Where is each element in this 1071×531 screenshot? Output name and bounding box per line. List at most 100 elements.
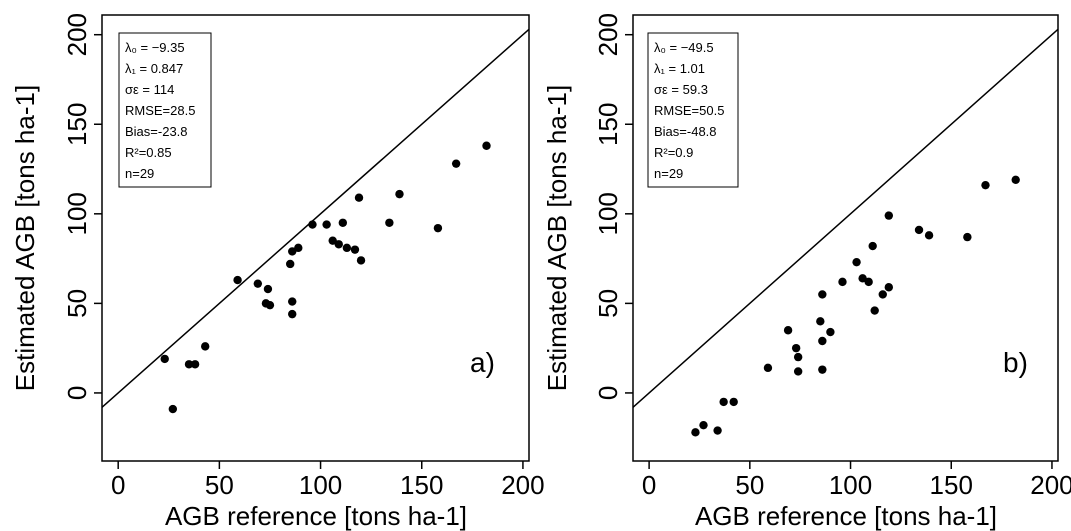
data-point	[308, 220, 317, 229]
x-tick-label: 50	[735, 470, 764, 500]
data-point	[265, 300, 275, 310]
stat-lambda1: λ₁ = 0.847	[125, 61, 183, 76]
data-point	[763, 363, 773, 373]
y-tick-label: 200	[62, 13, 92, 56]
data-point	[884, 283, 894, 292]
data-point	[354, 193, 364, 202]
data-point	[713, 426, 722, 435]
data-point	[395, 189, 404, 199]
stat-r2: R²=0.9	[654, 145, 693, 160]
data-point	[818, 336, 827, 346]
data-point	[852, 257, 861, 267]
data-point	[858, 274, 867, 283]
data-point	[864, 277, 873, 287]
stat-bias: Bias=-23.8	[125, 124, 188, 139]
data-point	[1011, 175, 1020, 184]
data-point	[338, 218, 348, 227]
data-point	[870, 306, 879, 315]
stat-lambda0: λ₀ = −9.35	[125, 40, 185, 55]
y-axis-title: Estimated AGB [tons ha-1]	[542, 85, 572, 391]
x-tick-label: 100	[829, 470, 872, 500]
data-point	[294, 243, 303, 253]
data-point	[190, 360, 200, 369]
data-point	[924, 231, 934, 240]
x-tick-label: 100	[299, 470, 342, 500]
data-point	[816, 317, 825, 326]
y-tick-label: 150	[593, 103, 623, 146]
y-tick-label: 150	[62, 103, 92, 146]
x-tick-label: 200	[1030, 470, 1071, 500]
data-point	[160, 354, 169, 364]
x-tick-label: 0	[111, 470, 125, 500]
x-tick-label: 150	[930, 470, 973, 500]
data-point	[342, 243, 352, 253]
data-point	[451, 159, 461, 168]
data-point	[868, 241, 877, 251]
data-point	[878, 290, 887, 299]
data-point	[356, 256, 366, 265]
data-point	[253, 279, 263, 288]
data-point	[288, 309, 297, 319]
data-point	[884, 211, 894, 220]
data-point	[699, 420, 708, 430]
stat-bias: Bias=-48.8	[654, 124, 717, 139]
panel-a-marks: 0 50 100 150 200 0 50 100 150 200	[62, 13, 545, 500]
stats-box	[647, 32, 739, 188]
stats-text: λ₀ = −49.5 λ₁ = 1.01 σε = 59.3 RMSE=50.5…	[654, 40, 724, 181]
data-point	[818, 365, 827, 374]
y-tick-label: 100	[62, 192, 92, 235]
stat-rmse: RMSE=28.5	[125, 103, 195, 118]
stats-text: λ₀ = −9.35 λ₁ = 0.847 σε = 114 RMSE=28.5…	[125, 40, 195, 181]
x-tick-label: 50	[205, 470, 234, 500]
stat-lambda0: λ₀ = −49.5	[654, 40, 714, 55]
data-point	[691, 428, 700, 437]
x-axis-title: AGB reference [tons ha-1]	[695, 501, 997, 531]
data-point	[286, 259, 295, 269]
panel-label: b)	[1003, 347, 1028, 378]
y-axis-title: Estimated AGB [tons ha-1]	[10, 85, 40, 391]
data-point	[482, 141, 491, 150]
plot-frame	[101, 14, 530, 462]
data-point	[263, 284, 273, 294]
stat-n: n=29	[654, 166, 683, 181]
stats-box	[118, 32, 212, 188]
data-point	[288, 247, 297, 256]
stat-lambda1: λ₁ = 1.01	[654, 61, 705, 76]
y-tick-label: 0	[62, 386, 92, 400]
data-point	[719, 397, 728, 407]
plot-frame	[632, 14, 1059, 462]
data-point	[826, 327, 835, 337]
data-point	[963, 232, 972, 242]
stat-sigma: σε = 59.3	[654, 82, 708, 97]
data-point	[288, 297, 297, 306]
panel-label: a)	[470, 347, 495, 378]
data-point	[793, 352, 803, 362]
data-point	[433, 223, 443, 233]
x-tick-label: 0	[642, 470, 656, 500]
data-point	[328, 236, 337, 245]
data-point	[385, 218, 394, 227]
x-tick-label: 200	[501, 470, 544, 500]
data-point	[184, 360, 194, 369]
one-to-one-line	[632, 28, 1059, 408]
stat-n: n=29	[125, 166, 154, 181]
data-point	[233, 275, 242, 285]
y-tick-label: 0	[593, 386, 623, 400]
data-point	[729, 397, 738, 407]
y-tick-label: 50	[62, 289, 92, 318]
y-tick-label: 200	[593, 13, 623, 56]
data-point	[322, 220, 331, 229]
data-point	[791, 343, 801, 353]
data-point	[334, 240, 343, 249]
stat-rmse: RMSE=50.5	[654, 103, 724, 118]
data-point	[818, 290, 827, 299]
data-point	[168, 404, 178, 414]
data-point	[838, 277, 847, 287]
data-point	[981, 180, 990, 190]
panel-a: 0 50 100 150 200 0 50 100 150 200 λ₀ = −9.35 λ₁ =…	[10, 13, 545, 531]
stat-sigma: σε = 114	[125, 82, 174, 97]
stat-r2: R²=0.85	[125, 145, 172, 160]
panel-b: 0 50 100 150 200 0 50 100 150 200 λ₀ = −49.5 λ₁ =…	[542, 13, 1071, 531]
y-tick-label: 100	[593, 192, 623, 235]
